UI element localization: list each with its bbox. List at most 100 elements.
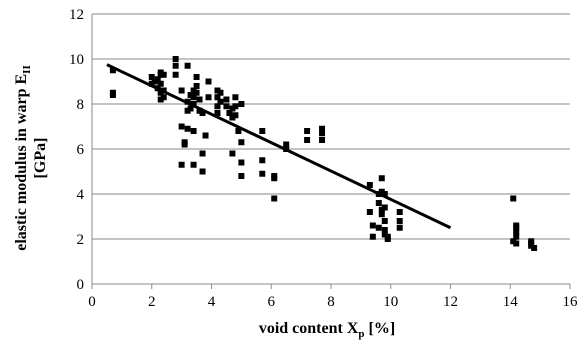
- x-tick-label-14: 14: [503, 294, 519, 310]
- trendline: [106, 63, 452, 230]
- y-axis-title: elastic modulus in warp EII [GPa]: [13, 65, 49, 250]
- data-point-0-72: [283, 141, 290, 148]
- data-point-0-93: [381, 227, 388, 233]
- y-tick-label-0: 0: [77, 277, 85, 293]
- data-point-0-31: [190, 94, 197, 101]
- data-point-0-86: [378, 175, 385, 182]
- x-tick-label-2: 2: [148, 294, 156, 310]
- data-point-0-15: [160, 94, 167, 101]
- data-point-0-102: [513, 224, 520, 231]
- data-point-0-36: [193, 83, 200, 89]
- data-point-0-49: [214, 110, 221, 116]
- data-point-0-51: [217, 98, 224, 105]
- x-tick-label-12: 12: [443, 294, 458, 310]
- data-point-0-84: [375, 200, 382, 206]
- data-point-0-75: [304, 137, 311, 143]
- x-axis-title-subscript: p: [358, 328, 364, 340]
- data-point-0-110: [531, 245, 538, 251]
- data-point-0-53: [223, 103, 230, 110]
- data-point-0-42: [199, 168, 206, 175]
- data-point-0-10: [157, 80, 164, 87]
- data-point-0-85: [375, 224, 382, 231]
- data-point-0-77: [319, 130, 326, 137]
- y-axis-title-main: elastic modulus in warp E: [13, 74, 30, 251]
- data-point-0-58: [232, 94, 239, 101]
- data-point-0-62: [238, 101, 245, 107]
- data-point-0-66: [259, 128, 266, 134]
- data-point-0-54: [226, 110, 233, 116]
- data-point-0-79: [366, 182, 373, 188]
- x-axis-title-unit: [%]: [365, 320, 396, 337]
- data-point-0-68: [259, 170, 266, 177]
- data-point-0-17: [172, 62, 179, 69]
- data-point-0-24: [184, 62, 191, 69]
- data-point-0-81: [369, 222, 376, 229]
- data-point-0-97: [396, 209, 403, 215]
- data-point-0-21: [178, 161, 185, 168]
- data-point-0-40: [199, 110, 206, 116]
- data-point-0-23: [181, 141, 188, 148]
- data-point-0-2: [109, 92, 116, 98]
- data-point-0-78: [319, 137, 326, 143]
- data-point-0-27: [184, 125, 191, 132]
- data-point-0-52: [223, 96, 230, 103]
- data-point-0-48: [214, 103, 221, 110]
- x-axis-title-main: void content X: [259, 320, 359, 337]
- data-point-0-65: [238, 173, 245, 179]
- data-point-0-80: [366, 209, 373, 215]
- y-axis-title-line2: [GPa]: [32, 138, 49, 179]
- data-point-0-59: [232, 103, 239, 110]
- data-point-0-82: [369, 233, 376, 240]
- data-point-0-32: [190, 101, 197, 107]
- x-tick-label-10: 10: [383, 294, 398, 310]
- y-tick-label-10: 10: [69, 52, 84, 68]
- data-point-0-7: [154, 76, 161, 83]
- data-point-0-35: [193, 74, 200, 80]
- x-tick-label-16: 16: [563, 294, 579, 310]
- data-point-0-91: [381, 204, 388, 211]
- y-tick-label-2: 2: [77, 232, 85, 248]
- data-point-0-45: [205, 94, 212, 101]
- tick-labels: 0 2 4 6 8 10 12 0 2 4 6 8 10 12 14 16: [69, 7, 578, 310]
- data-point-0-44: [205, 78, 212, 85]
- data-point-0-61: [235, 128, 242, 134]
- data-point-0-50: [217, 89, 224, 96]
- gridlines: [92, 13, 570, 240]
- data-point-0-103: [513, 229, 520, 236]
- data-point-0-71: [271, 195, 278, 202]
- data-point-0-67: [259, 157, 266, 164]
- data-point-0-0: [109, 67, 116, 74]
- data-point-0-63: [238, 139, 245, 146]
- data-point-0-92: [381, 218, 388, 224]
- data-point-0-3: [148, 74, 155, 80]
- axes: [91, 14, 571, 289]
- data-point-0-99: [396, 224, 403, 231]
- data-point-0-38: [196, 96, 203, 103]
- data-point-0-90: [381, 191, 388, 197]
- data-point-0-18: [172, 71, 179, 78]
- y-axis-title-line1: elastic modulus in warp EII: [13, 65, 33, 250]
- data-point-0-89: [378, 211, 385, 218]
- data-point-0-70: [271, 175, 278, 182]
- y-tick-label-6: 6: [77, 142, 85, 158]
- data-point-0-74: [304, 128, 311, 134]
- data-point-0-13: [160, 71, 167, 78]
- x-axis-title: void content Xp [%]: [259, 320, 395, 340]
- y-tick-label-4: 4: [77, 187, 85, 203]
- data-point-0-106: [513, 240, 520, 247]
- y-tick-label-8: 8: [77, 97, 85, 113]
- trendline-group: [106, 63, 452, 230]
- data-point-0-37: [193, 89, 200, 96]
- data-point-0-19: [178, 87, 185, 94]
- data-point-0-33: [190, 128, 197, 134]
- data-point-0-29: [187, 105, 194, 112]
- data-point-0-60: [232, 112, 239, 119]
- data-point-0-41: [199, 150, 206, 157]
- data-point-0-96: [384, 236, 391, 242]
- data-point-0-57: [229, 150, 236, 157]
- data-point-0-104: [513, 233, 520, 240]
- data-points: [109, 56, 538, 251]
- y-axis-title-subscript: II: [21, 65, 33, 74]
- data-point-0-64: [238, 159, 245, 166]
- data-point-0-98: [396, 218, 403, 224]
